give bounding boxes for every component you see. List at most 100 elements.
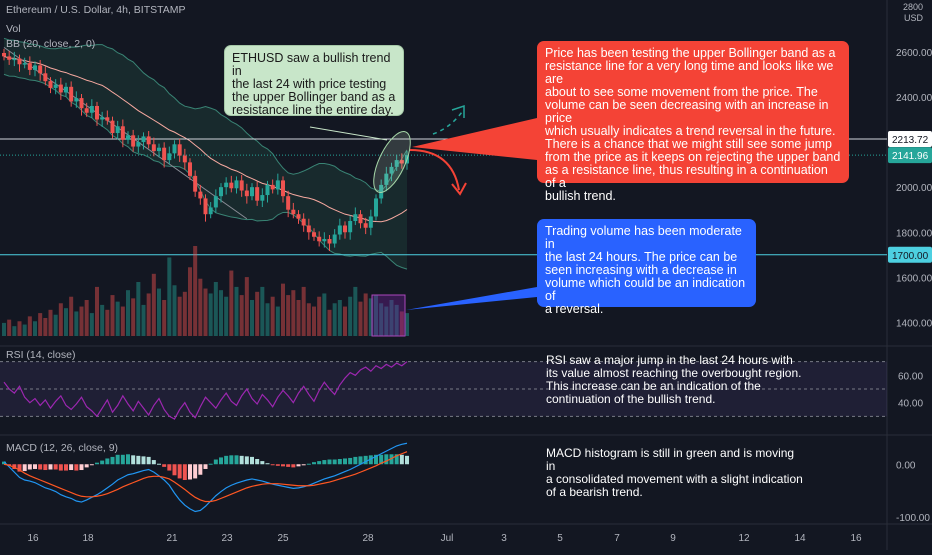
candle-body [33, 65, 37, 70]
macd-histogram-bar [399, 454, 404, 465]
candle-body [229, 182, 234, 189]
candle-body [38, 65, 43, 74]
volume-bar [17, 321, 22, 336]
macd-histogram-bar [322, 460, 327, 465]
candle-body [162, 147, 167, 161]
candle-body [374, 198, 378, 217]
candle-body [17, 58, 22, 65]
time-tick-label: 9 [670, 533, 676, 544]
candle-body [213, 196, 218, 208]
candle-body [234, 180, 239, 189]
macd-histogram-bar [286, 464, 291, 467]
macd-histogram-bar [384, 454, 389, 465]
macd-histogram-bar [58, 464, 63, 471]
price-badge-current-bg [888, 147, 932, 164]
bollinger-upper-band [3, 37, 408, 192]
macd-histogram-bar [312, 462, 316, 465]
time-tick-label: 3 [501, 533, 507, 544]
candle-body [58, 84, 63, 93]
macd-histogram-bar [239, 455, 244, 465]
volume-bar [250, 300, 254, 336]
candle-body [172, 144, 177, 154]
candle-body [27, 63, 32, 70]
macd-histogram-bar [22, 464, 27, 472]
macd-histogram-bar [374, 454, 378, 465]
candle-body [270, 184, 275, 190]
macd-histogram-bar [157, 463, 161, 465]
note-blue-trading-volume[interactable]: Trading volume has been moderate in the … [537, 219, 756, 316]
price-tick-label: 2400.00 [896, 93, 932, 104]
candle-body [64, 86, 68, 93]
macd-signal-line [3, 451, 408, 503]
red-note-pointer [412, 118, 537, 160]
note-green-bullish-trend[interactable]: ETHUSD saw a bullish trend in the last 2… [224, 45, 404, 117]
volume-bar [399, 311, 404, 336]
volume-bar [38, 313, 43, 336]
macd-legend: MACD (12, 26, close, 9) [6, 442, 119, 454]
macd-histogram-bar [255, 459, 260, 465]
macd-histogram-bar [332, 459, 337, 465]
macd-histogram-bar [105, 458, 110, 465]
volume-bar [213, 282, 218, 336]
volume-bar [265, 303, 270, 336]
time-tick-label: 14 [794, 533, 806, 544]
volume-bar [229, 270, 234, 336]
candle-body [120, 126, 125, 140]
candle-body [219, 187, 223, 197]
candle-body [265, 184, 270, 196]
up-arrow-head [451, 104, 465, 118]
candle-body [22, 63, 27, 65]
candle-body [110, 120, 115, 134]
macd-histogram-bar [405, 455, 409, 465]
candle-body [126, 135, 130, 140]
rsi-tick-label: 40.00 [898, 399, 923, 410]
price-tick-label: 1600.00 [896, 273, 932, 284]
volume-bar [110, 295, 115, 336]
candle-body [177, 144, 182, 156]
candle-body [306, 225, 311, 233]
macd-histogram-bar [136, 455, 141, 465]
volume-bar [151, 273, 156, 336]
candle-body [291, 209, 296, 215]
candle-body [84, 108, 89, 113]
macd-histogram-bar [260, 461, 265, 465]
candle-body [275, 180, 280, 190]
candle-body [208, 207, 213, 215]
volume-bar [2, 322, 6, 336]
note-rsi[interactable]: RSI saw a major jump in the last 24 hour… [546, 353, 802, 406]
candle-body [131, 135, 136, 147]
volume-bar [337, 300, 342, 336]
macd-histogram-bar [64, 464, 68, 471]
macd-histogram-bar [141, 456, 146, 465]
macd-histogram-bar [162, 464, 167, 467]
candle-body [7, 56, 12, 60]
macd-histogram-bar [43, 464, 48, 471]
volume-bar [53, 314, 58, 336]
candle-body [286, 196, 291, 210]
volume-bar [33, 321, 37, 336]
green-note-pointer [309, 126, 388, 141]
volume-bar [7, 319, 12, 336]
macd-histogram-bar [2, 461, 6, 465]
macd-histogram-bar [126, 454, 130, 465]
note-red-bollinger-resistance[interactable]: Price has been testing the upper Bolling… [537, 41, 849, 203]
candle-body [74, 98, 79, 102]
volume-bar [162, 300, 167, 336]
macd-histogram-bar [219, 457, 223, 465]
candle-body [250, 187, 254, 197]
volume-bar [136, 282, 141, 336]
macd-histogram-bar [301, 464, 306, 466]
macd-histogram-bar [188, 464, 192, 480]
macd-histogram-bar [358, 456, 363, 465]
candle-body [244, 190, 249, 197]
annotation-ellipse [373, 131, 411, 193]
candle-body [157, 147, 161, 152]
volume-bar [12, 326, 17, 336]
candle-body [368, 216, 373, 228]
note-macd[interactable]: MACD histogram is still in green and is … [546, 446, 803, 499]
macd-histogram-bar [275, 464, 280, 466]
volume-bar [358, 301, 363, 336]
macd-histogram-bar [379, 454, 384, 465]
